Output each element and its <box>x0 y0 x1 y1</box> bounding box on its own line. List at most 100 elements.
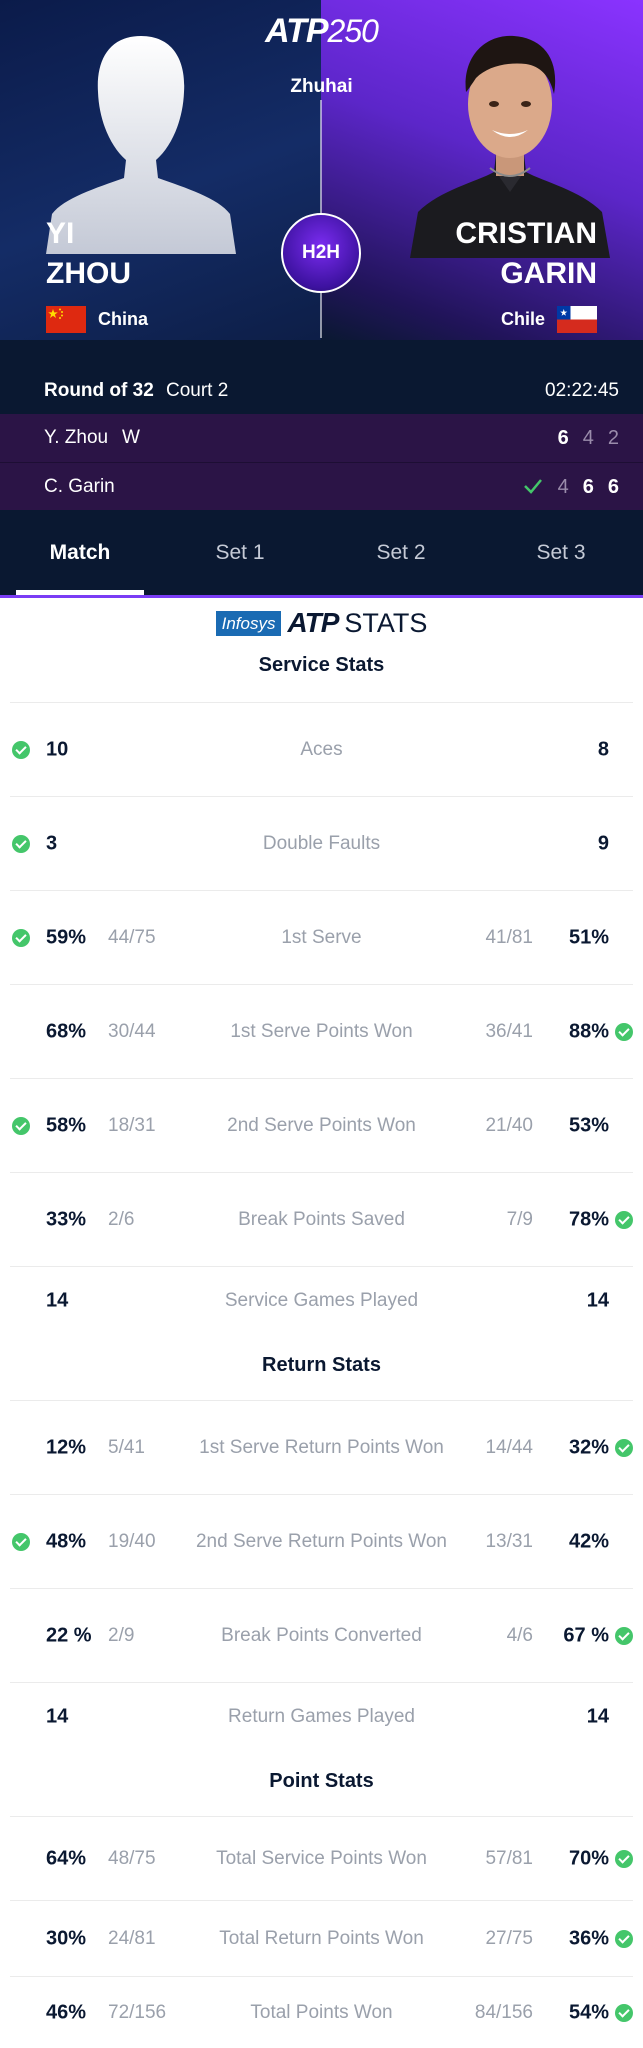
winner-check-icon <box>12 1116 30 1135</box>
round-label: Round of 32 <box>44 380 154 401</box>
infosys-atp-stats-logo: Infosys ATP STATS <box>0 607 643 638</box>
stat-label: Aces <box>300 738 343 760</box>
stat-label: 2nd Serve Points Won <box>227 1114 416 1136</box>
tab-set-3[interactable]: Set 3 <box>536 540 586 564</box>
player1-stat-fraction: 2/6 <box>108 1208 135 1230</box>
set-score: 2 <box>607 427 619 449</box>
stat-row: 30% 24/81 Total Return Points Won 27/75 36% <box>10 1900 633 1976</box>
player1-stat-value: 46% <box>46 2001 87 2023</box>
stat-label: Return Games Played <box>228 1705 415 1727</box>
winner-check-icon <box>12 834 30 853</box>
player1-stat-value: 30% <box>46 1927 87 1949</box>
winner-check-icon <box>615 1022 633 1041</box>
section-title-return: Return Stats <box>262 1354 381 1376</box>
player2-stat-fraction: 36/41 <box>485 1020 533 1042</box>
player2-stat-value: 70% <box>568 1847 609 1869</box>
set-score: 6 <box>557 427 569 449</box>
stat-label: Total Return Points Won <box>219 1927 424 1949</box>
infosys-logo: Infosys <box>215 610 282 636</box>
stat-row: 68% 30/44 1st Serve Points Won 36/41 88% <box>10 984 633 1078</box>
player2-photo <box>410 35 610 258</box>
player2-stat-value: 32% <box>568 1436 609 1458</box>
player1-stat-value: 3 <box>46 832 58 854</box>
player2-stat-fraction: 7/9 <box>506 1208 533 1230</box>
match-info-bar: Round of 32 Court 2 02:22:45 <box>0 368 643 414</box>
player1-country: China <box>46 306 148 333</box>
set-score: 4 <box>557 476 569 498</box>
player2-stat-fraction: 57/81 <box>485 1847 533 1869</box>
player2-stat-fraction: 21/40 <box>485 1114 533 1136</box>
stats-word: STATS <box>344 607 428 638</box>
player1-stat-fraction: 44/75 <box>108 926 156 948</box>
stat-row: 48% 19/40 2nd Serve Return Points Won 13/31… <box>10 1494 633 1588</box>
china-flag-icon <box>46 306 86 333</box>
winner-check-icon <box>615 1626 633 1645</box>
winner-check-icon <box>524 479 542 494</box>
player1-name: YI ZHOU <box>46 217 131 290</box>
player1-stat-fraction: 24/81 <box>108 1927 156 1949</box>
winner-check-icon <box>12 740 30 759</box>
player2-stat-value: 51% <box>568 926 609 948</box>
match-header: ATP250 Zhuhai H2H YI ZHOU CRISTIAN GARIN <box>0 0 643 368</box>
section-title-point: Point Stats <box>269 1770 374 1792</box>
tab-set-2[interactable]: Set 2 <box>376 540 426 564</box>
player2-stat-fraction: 41/81 <box>485 926 533 948</box>
winner-check-icon <box>12 928 30 947</box>
stat-row: 58% 18/31 2nd Serve Points Won 21/40 53% <box>10 1078 633 1172</box>
player1-stat-value: 22 % <box>46 1624 92 1646</box>
score-row-player1: Y. Zhou W 6 4 2 <box>0 414 643 462</box>
player2-stat-fraction: 84/156 <box>474 2001 533 2023</box>
set-tabs: Match Set 1 Set 2 Set 3 <box>0 510 643 598</box>
stat-row: 22 % 2/9 Break Points Converted 4/6 67 % <box>10 1588 633 1682</box>
tab-set-1[interactable]: Set 1 <box>215 540 265 564</box>
player1-stat-value: 14 <box>46 1705 69 1727</box>
player2-stat-value: 8 <box>597 738 609 760</box>
section-title-service: Service Stats <box>258 654 385 676</box>
winner-check-icon <box>615 1438 633 1457</box>
player1-stat-value: 10 <box>46 738 69 760</box>
player2-stat-fraction: 4/6 <box>506 1624 533 1646</box>
tournament-city: Zhuhai <box>290 76 353 97</box>
player1-stat-fraction: 5/41 <box>108 1436 145 1458</box>
stat-label: 1st Serve Points Won <box>230 1020 413 1042</box>
player1-stat-value: 59% <box>46 926 87 948</box>
player2-stat-value: 14 <box>586 1705 609 1727</box>
stat-row: 59% 44/75 1st Serve 41/81 51% <box>10 890 633 984</box>
h2h-button[interactable]: H2H <box>281 213 361 293</box>
player2-stat-value: 54% <box>568 2001 609 2023</box>
player2-stat-value: 88% <box>568 1020 609 1042</box>
stat-row: 14 Service Games Played 14 <box>10 1266 633 1334</box>
player1-stat-value: 48% <box>46 1530 87 1552</box>
score-player-name: C. Garin <box>44 476 115 497</box>
player2-stat-value: 14 <box>586 1289 609 1311</box>
stat-label: 1st Serve <box>281 926 362 948</box>
tab-match[interactable]: Match <box>0 510 160 595</box>
stat-label: Total Points Won <box>250 2001 393 2023</box>
stat-row: 33% 2/6 Break Points Saved 7/9 78% <box>10 1172 633 1266</box>
wildcard-badge: W <box>122 427 140 448</box>
chile-flag-icon <box>557 306 597 333</box>
player2-stat-value: 42% <box>568 1530 609 1552</box>
score-player-name: Y. Zhou <box>44 427 109 448</box>
court-label: Court 2 <box>166 380 229 401</box>
player1-stat-fraction: 48/75 <box>108 1847 156 1869</box>
stat-row: 64% 48/75 Total Service Points Won 57/81 70% <box>10 1816 633 1900</box>
stat-label: Double Faults <box>262 832 381 854</box>
player2-stat-value: 36% <box>568 1927 609 1949</box>
stat-label: 1st Serve Return Points Won <box>199 1436 444 1458</box>
winner-check-icon <box>12 1532 30 1551</box>
player2-stat-value: 67 % <box>563 1624 609 1646</box>
match-duration: 02:22:45 <box>545 380 619 401</box>
stat-label: Break Points Saved <box>238 1208 405 1230</box>
stat-row: 12% 5/41 1st Serve Return Points Won 14/44 3… <box>10 1400 633 1494</box>
set-score: 4 <box>582 427 594 449</box>
winner-check-icon <box>615 1849 633 1868</box>
player1-stat-value: 68% <box>46 1020 87 1042</box>
stat-row: 14 Return Games Played 14 <box>10 1682 633 1750</box>
winner-check-icon <box>615 1210 633 1229</box>
player1-stat-value: 33% <box>46 1208 87 1230</box>
stat-label: Total Service Points Won <box>216 1847 427 1869</box>
player1-stat-fraction: 72/156 <box>108 2001 167 2023</box>
player2-stat-value: 53% <box>568 1114 609 1136</box>
player1-stat-fraction: 18/31 <box>108 1114 156 1136</box>
